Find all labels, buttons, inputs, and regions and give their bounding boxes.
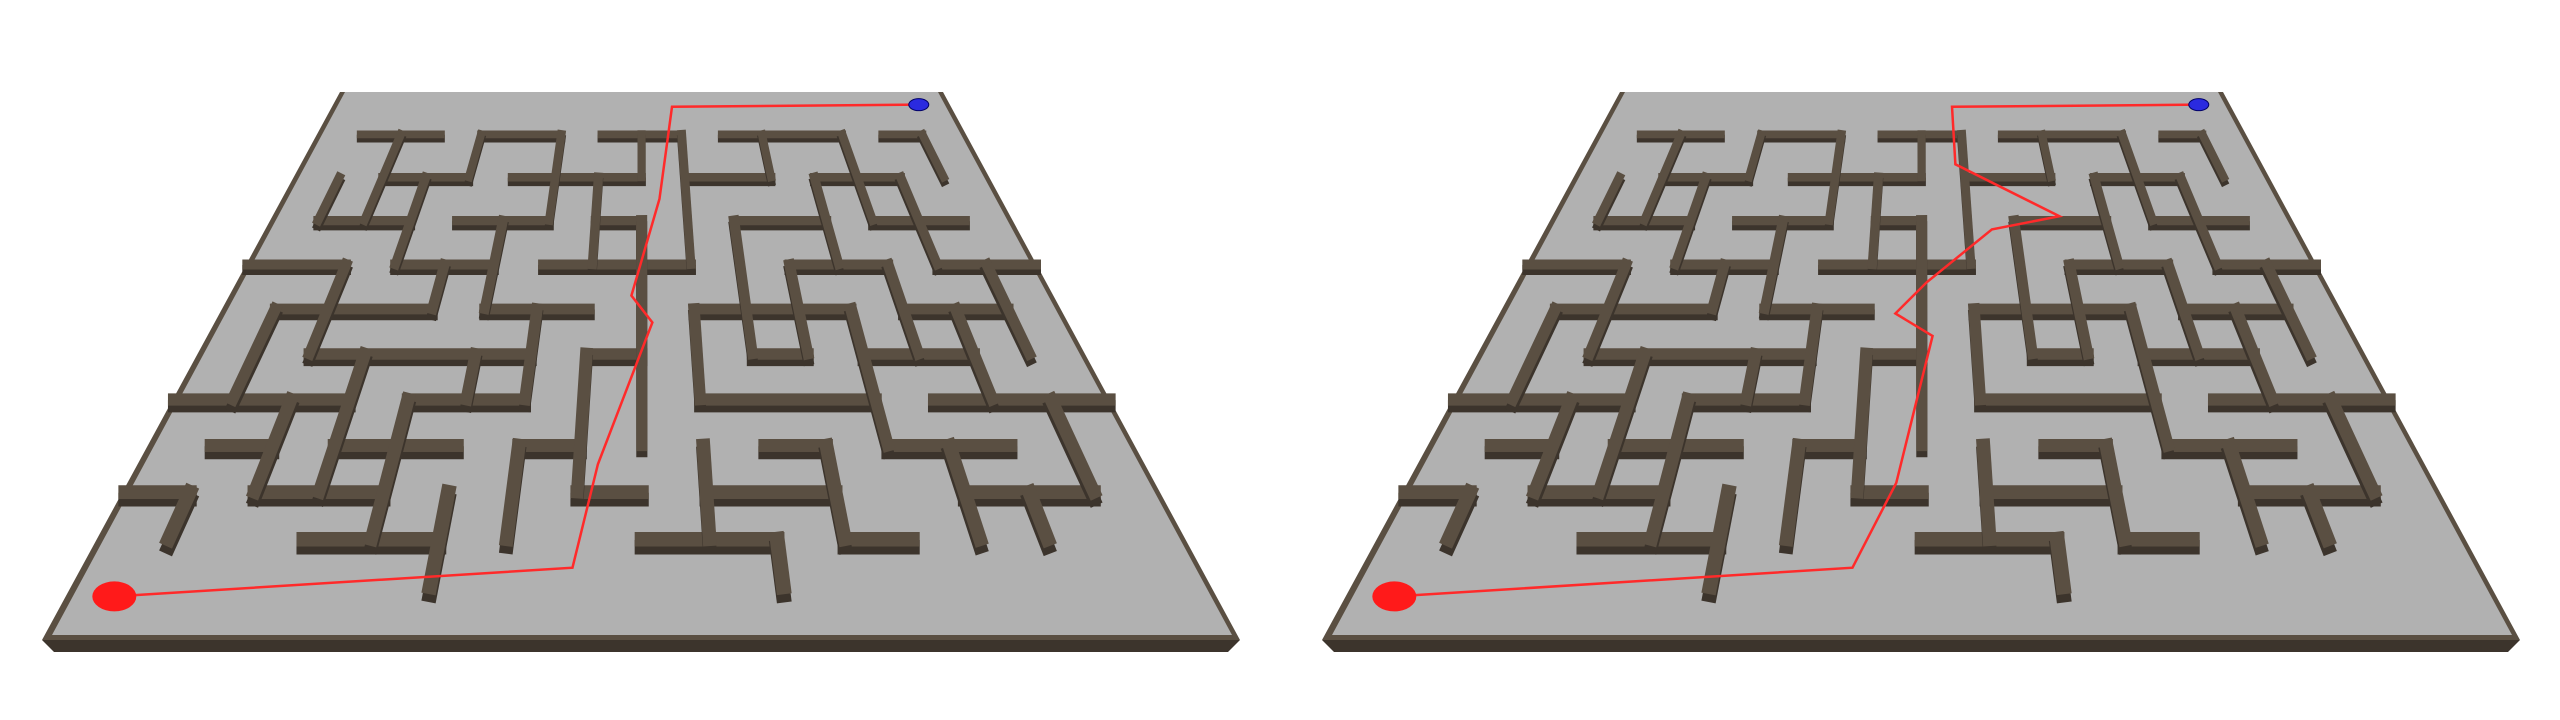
maze-wall <box>1798 302 1824 406</box>
left-maze-panel <box>42 92 1240 652</box>
maze-walls <box>118 128 1116 604</box>
maze-wall <box>1591 346 1653 501</box>
maze-wall <box>363 391 417 548</box>
start-marker-icon <box>92 581 137 612</box>
maze-wall <box>1042 390 1103 501</box>
maze-wall <box>757 129 776 183</box>
maze-wall <box>1592 171 1626 227</box>
maze-wall <box>1582 257 1633 362</box>
maze-wall <box>808 171 845 271</box>
maze-wall <box>948 301 1001 408</box>
maze-wall <box>1778 437 1807 547</box>
maze-wall <box>2228 301 2281 408</box>
maze-wall <box>1638 128 1687 227</box>
maze-wall <box>979 257 1037 362</box>
maze-wall <box>478 214 509 315</box>
maze-wall <box>881 257 926 361</box>
maze-wall <box>2220 436 2269 548</box>
maze-wall <box>587 172 604 270</box>
maze-wall <box>570 347 594 499</box>
maze-wall <box>916 128 950 183</box>
maze-wall <box>421 483 457 596</box>
maze-wall <box>2161 257 2206 361</box>
maze-wall <box>687 302 707 406</box>
maze-wall <box>2123 301 2176 453</box>
maze-wall <box>728 214 759 360</box>
solution-path <box>1394 103 2199 598</box>
maze-wall <box>2116 128 2159 227</box>
maze-wall <box>2037 129 2056 183</box>
goal-marker-icon <box>908 98 930 112</box>
maze-wall <box>843 301 896 453</box>
maze-wall <box>2259 257 2317 362</box>
maze-wall <box>1739 347 1763 407</box>
maze-wall <box>2008 214 2039 360</box>
maze-walls <box>1398 128 2396 604</box>
maze-wall <box>1850 347 1874 499</box>
maze-wall <box>312 171 346 227</box>
maze-wall <box>518 302 544 406</box>
maze-wall <box>1743 129 1767 183</box>
maze-wall <box>302 257 353 362</box>
maze-wall <box>1976 438 1997 547</box>
maze-wall <box>463 129 487 183</box>
maze-wall <box>425 258 451 316</box>
maze-wall <box>1758 214 1789 315</box>
maze-wall <box>768 530 792 596</box>
maze-wall <box>696 438 717 547</box>
maze-wall <box>1705 258 1731 316</box>
right-maze-panel <box>1322 92 2520 652</box>
maze-wall <box>2196 128 2230 183</box>
maze-wall <box>2300 482 2337 549</box>
maze-wall <box>1504 301 1563 408</box>
maze-wall <box>818 437 853 548</box>
maze-wall <box>2048 530 2072 596</box>
board-front-edge <box>42 640 1240 652</box>
maze-wall <box>894 171 944 271</box>
maze-wall <box>498 437 527 547</box>
maze-wall <box>245 391 300 501</box>
maze-wall <box>311 346 373 501</box>
maze-wall <box>1020 482 1057 549</box>
maze-wall <box>389 171 432 271</box>
maze-wall <box>940 436 989 548</box>
goal-marker-icon <box>2188 98 2210 112</box>
maze-wall <box>1824 129 1847 226</box>
maze-wall <box>358 128 407 227</box>
maze-wall <box>159 482 200 549</box>
maze-wall <box>2322 390 2383 501</box>
maze-wall <box>2174 171 2224 271</box>
maze-wall <box>1643 391 1697 548</box>
maze-wall <box>836 128 879 227</box>
maze-wall <box>224 301 283 408</box>
maze-wall <box>1701 483 1737 596</box>
maze-wall <box>1525 391 1580 501</box>
maze-wall <box>783 258 815 361</box>
maze-wall <box>2088 171 2125 271</box>
board-front-edge <box>1322 640 2520 652</box>
maze-wall <box>2098 437 2133 548</box>
start-marker-icon <box>1372 581 1417 612</box>
maze-wall <box>1956 129 1976 270</box>
maze-wall <box>1967 302 1987 406</box>
maze-wall <box>676 129 696 270</box>
maze-wall <box>544 129 567 226</box>
maze-wall <box>1439 482 1480 549</box>
maze-wall <box>459 347 483 407</box>
maze-wall <box>1867 172 1884 270</box>
maze-wall <box>1669 171 1712 271</box>
solution-path <box>114 103 919 598</box>
maze-wall <box>2063 258 2095 361</box>
